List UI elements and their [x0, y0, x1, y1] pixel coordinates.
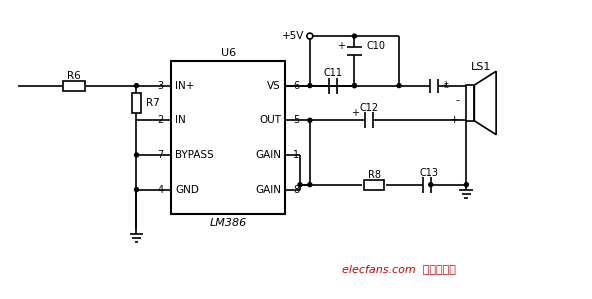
Bar	[171, 61, 285, 214]
Text: R8: R8	[368, 170, 381, 180]
Circle shape	[134, 84, 139, 88]
Text: 7: 7	[157, 150, 163, 160]
Circle shape	[308, 84, 312, 88]
Text: R7: R7	[146, 98, 160, 108]
Text: +5V: +5V	[282, 31, 304, 41]
Circle shape	[352, 84, 356, 88]
Circle shape	[308, 183, 312, 187]
Circle shape	[464, 183, 468, 187]
Text: 4: 4	[157, 184, 163, 195]
Text: GAIN: GAIN	[255, 150, 281, 160]
Text: VS: VS	[268, 81, 281, 91]
Text: BYPASS: BYPASS	[175, 150, 214, 160]
Circle shape	[308, 118, 312, 122]
Text: OUT: OUT	[259, 115, 281, 125]
Text: elecfans.com  电子发烧友: elecfans.com 电子发烧友	[342, 264, 456, 274]
Text: 1: 1	[293, 150, 299, 160]
Bar	[466, 85, 474, 121]
Text: IN+: IN+	[175, 81, 195, 91]
Circle shape	[298, 183, 302, 187]
Text: GAIN: GAIN	[255, 184, 281, 195]
Polygon shape	[474, 71, 496, 135]
Text: 8: 8	[293, 184, 299, 195]
Bar	[131, 93, 141, 113]
Text: +: +	[352, 108, 359, 118]
Text: C13: C13	[419, 168, 438, 178]
Text: 5: 5	[293, 115, 300, 125]
Circle shape	[397, 84, 401, 88]
Text: it: it	[443, 81, 449, 90]
Text: IN: IN	[175, 115, 186, 125]
Text: C11: C11	[323, 68, 342, 78]
Text: +: +	[336, 41, 345, 51]
Text: C10: C10	[366, 41, 385, 51]
Text: +: +	[450, 115, 459, 125]
Text: 3: 3	[157, 81, 163, 91]
Text: LM386: LM386	[210, 218, 247, 228]
Text: GND: GND	[175, 184, 199, 195]
Text: -: -	[455, 95, 459, 106]
Text: 2: 2	[157, 115, 163, 125]
Text: 6: 6	[293, 81, 299, 91]
Circle shape	[134, 153, 139, 157]
Text: C12: C12	[360, 103, 379, 113]
Bar	[63, 81, 85, 91]
Text: LS1: LS1	[471, 62, 491, 72]
Circle shape	[352, 34, 356, 38]
Text: R6: R6	[67, 71, 81, 81]
Circle shape	[134, 188, 139, 192]
Circle shape	[352, 84, 356, 88]
Circle shape	[429, 183, 433, 187]
Text: U6: U6	[221, 48, 236, 58]
Bar	[364, 180, 384, 190]
